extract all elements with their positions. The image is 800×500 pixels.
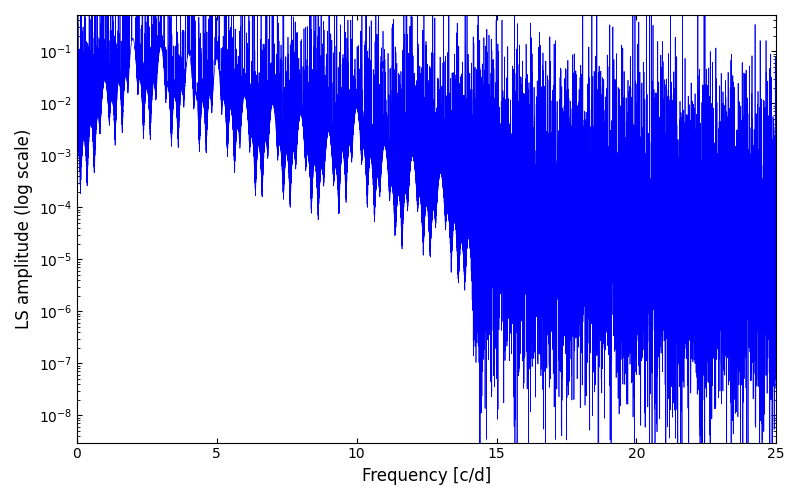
Y-axis label: LS amplitude (log scale): LS amplitude (log scale): [15, 128, 33, 329]
X-axis label: Frequency [c/d]: Frequency [c/d]: [362, 467, 491, 485]
